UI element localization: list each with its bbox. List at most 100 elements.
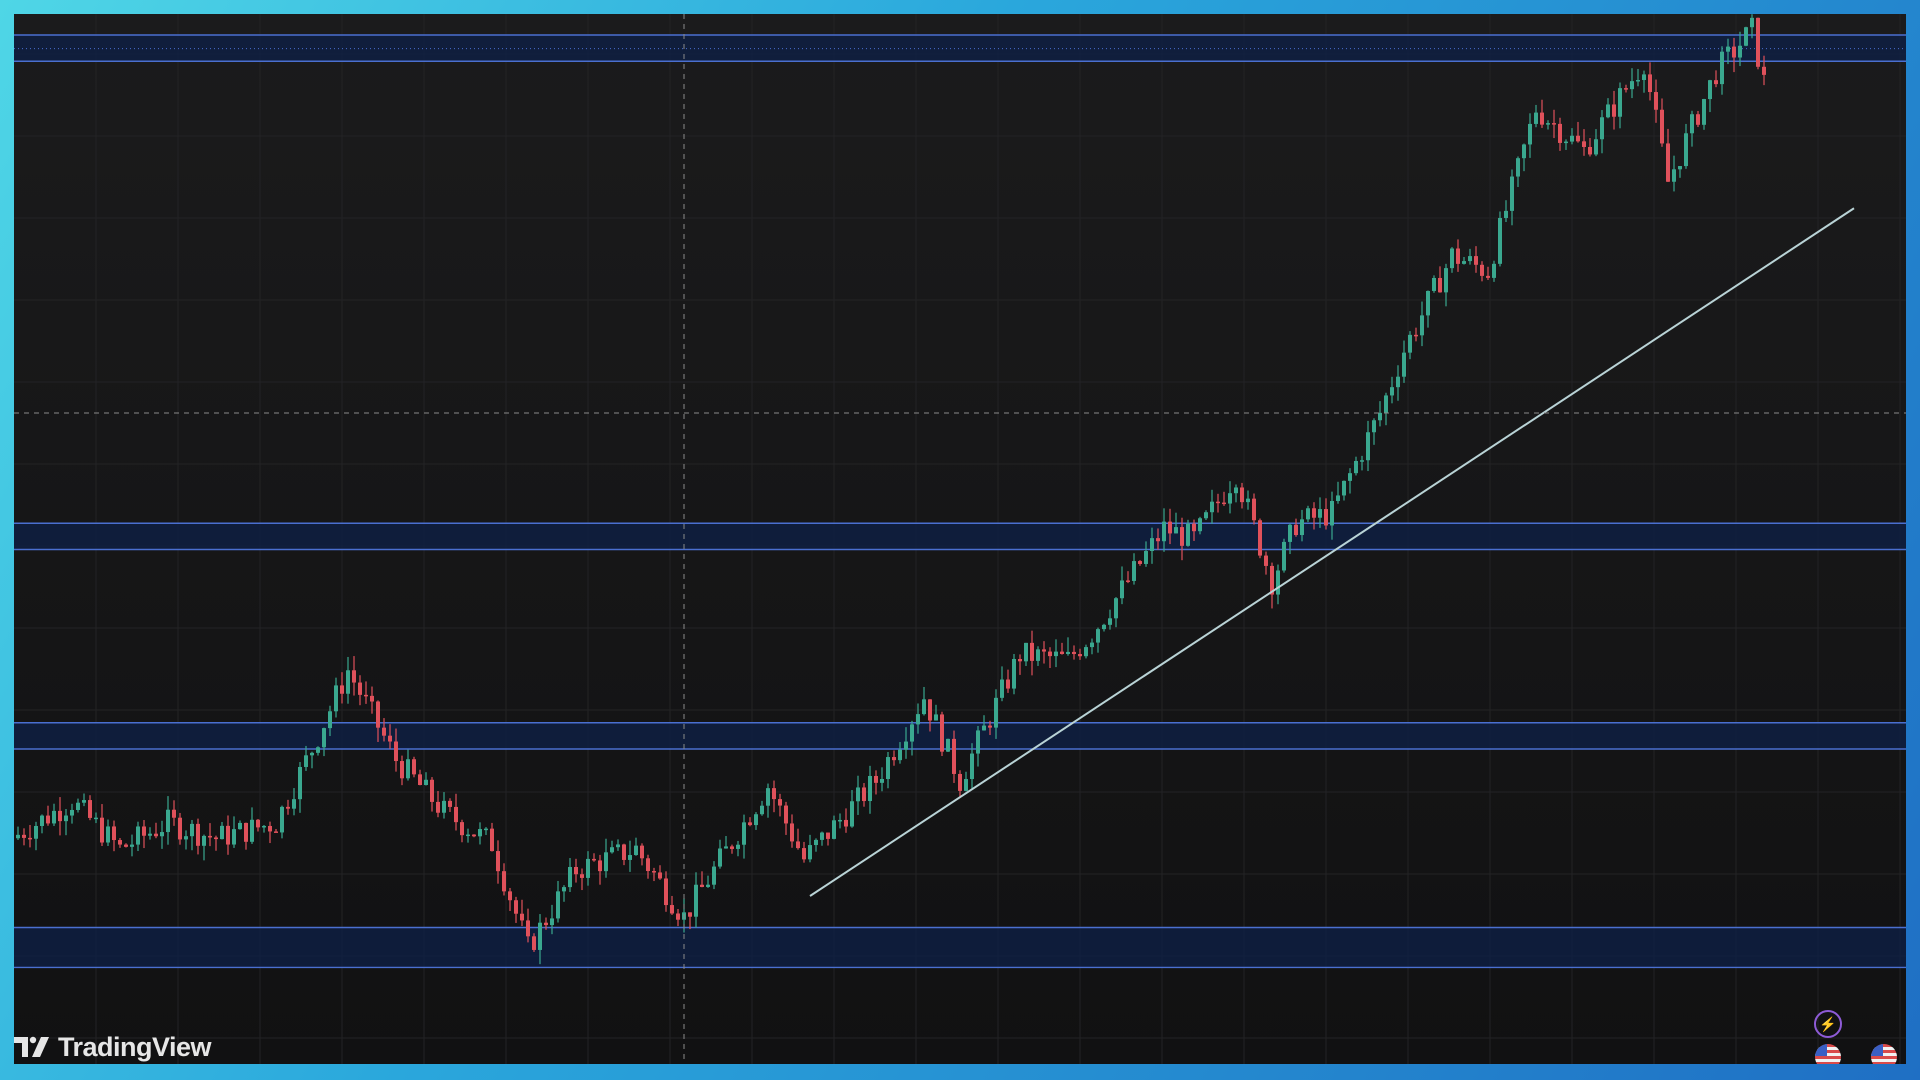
candle-down — [622, 844, 626, 860]
candle-up — [1570, 135, 1574, 142]
candle-up — [40, 815, 44, 826]
candle-down — [1258, 520, 1262, 556]
candle-down — [1456, 248, 1460, 264]
candle-down — [1582, 141, 1586, 147]
candle-down — [772, 788, 776, 800]
candle-down — [796, 841, 800, 849]
candle-down — [364, 694, 368, 697]
candle-up — [1174, 527, 1178, 534]
candle-up — [484, 828, 488, 831]
candle-down — [688, 912, 692, 917]
candle-down — [1072, 651, 1076, 655]
candle-up — [880, 779, 884, 783]
candle-up — [1636, 80, 1640, 82]
candle-up — [1432, 277, 1436, 291]
us-flag-icon[interactable] — [1815, 1044, 1841, 1064]
candle-up — [1348, 473, 1352, 481]
candle-up — [1738, 45, 1742, 58]
candle-down — [388, 735, 392, 742]
candle-up — [832, 820, 836, 839]
candlestick-chart[interactable] — [14, 14, 1906, 1064]
candle-up — [628, 855, 632, 860]
candle-up — [76, 802, 80, 810]
candle-down — [1414, 334, 1418, 337]
candle-up — [334, 685, 338, 712]
candle-up — [1606, 104, 1610, 118]
candle-up — [1720, 51, 1724, 85]
candle-down — [100, 817, 104, 843]
candle-up — [982, 725, 986, 731]
candle-up — [202, 835, 206, 846]
candle-down — [646, 858, 650, 872]
candle-down — [358, 682, 362, 695]
candle-down — [460, 822, 464, 836]
candle-down — [658, 872, 662, 879]
candle-down — [1696, 114, 1700, 125]
candle-up — [1366, 432, 1370, 461]
candle-up — [346, 670, 350, 694]
candle-up — [856, 787, 860, 802]
candle-down — [124, 844, 128, 847]
candle-down — [844, 819, 848, 827]
candle-down — [394, 741, 398, 762]
candle-down — [1156, 538, 1160, 542]
candle-down — [544, 922, 548, 926]
candle-down — [22, 834, 26, 838]
candle-up — [466, 834, 470, 837]
candle-up — [1282, 541, 1286, 571]
candle-down — [340, 685, 344, 694]
tradingview-logo[interactable]: TradingView — [14, 1031, 212, 1063]
candle-up — [16, 834, 20, 839]
candle-up — [1114, 598, 1118, 619]
candle-down — [1660, 109, 1664, 144]
candle-down — [574, 866, 578, 875]
candle-down — [1138, 561, 1142, 564]
support-resistance-zone — [14, 523, 1906, 550]
candle-up — [904, 741, 908, 750]
candle-up — [838, 819, 842, 822]
lightning-icon[interactable]: ⚡ — [1814, 1010, 1842, 1038]
candle-up — [850, 801, 854, 827]
candle-up — [1702, 99, 1706, 125]
chart-panel[interactable]: TradingView ⚡ — [14, 14, 1906, 1064]
tradingview-logo-icon — [14, 1035, 50, 1059]
candle-up — [1342, 480, 1346, 496]
candle-down — [676, 913, 680, 920]
candle-down — [526, 920, 530, 937]
candle-up — [160, 832, 164, 837]
candle-down — [988, 725, 992, 728]
candle-up — [424, 779, 428, 785]
candle-up — [1144, 551, 1148, 564]
candle-down — [1762, 66, 1766, 75]
candle-up — [232, 829, 236, 845]
us-flag-icon[interactable] — [1871, 1044, 1897, 1064]
candle-down — [352, 670, 356, 683]
candle-down — [1042, 649, 1046, 652]
candle-down — [1732, 46, 1736, 58]
candle-up — [1330, 501, 1334, 526]
candle-up — [1408, 334, 1412, 353]
candle-up — [1444, 268, 1448, 293]
candle-down — [400, 761, 404, 779]
candle-down — [1714, 80, 1718, 85]
candle-up — [814, 839, 818, 846]
candle-up — [1522, 144, 1526, 159]
candle-up — [922, 699, 926, 715]
candle-down — [520, 913, 524, 921]
candle-up — [712, 866, 716, 885]
candle-up — [1300, 519, 1304, 536]
candle-up — [166, 809, 170, 833]
support-resistance-zone — [14, 35, 1906, 62]
candle-up — [1276, 570, 1280, 595]
candle-down — [436, 801, 440, 813]
candle-up — [1084, 647, 1088, 657]
candle-down — [1240, 487, 1244, 503]
candle-up — [994, 697, 998, 728]
candle-up — [1462, 261, 1466, 264]
candle-up — [70, 809, 74, 816]
candle-up — [1372, 420, 1376, 433]
candle-up — [694, 884, 698, 917]
candle-up — [1246, 498, 1250, 503]
candle-down — [874, 775, 878, 783]
candle-down — [1006, 679, 1010, 689]
